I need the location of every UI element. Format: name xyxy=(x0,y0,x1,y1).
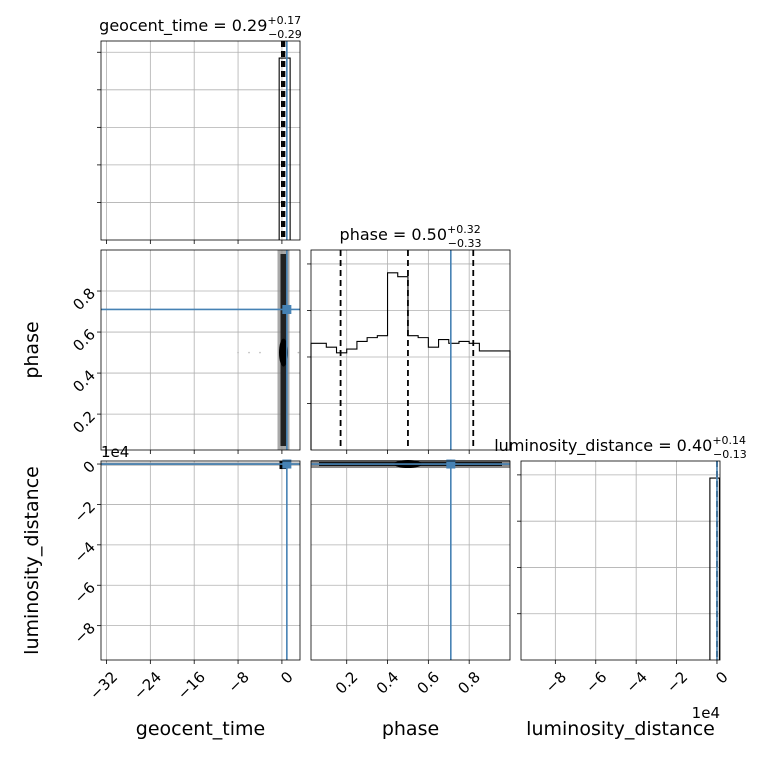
panel-frame xyxy=(100,460,301,661)
y-tick-label: −6 xyxy=(71,579,99,607)
panel-title-luminosity_distance: luminosity_distance = 0.40+0.14 −0.13 xyxy=(494,434,747,461)
y-axis-label-luminosity-distance: luminosity_distance xyxy=(21,466,43,655)
sample-point xyxy=(237,351,239,354)
histogram-step xyxy=(709,477,720,660)
y-tick-label: 0.4 xyxy=(69,366,99,396)
truth-marker xyxy=(446,459,456,469)
panel-title-text: geocent_time = 0.29+0.17 −0.29 xyxy=(99,14,302,41)
x-tick-label: 0.4 xyxy=(373,668,403,698)
x-tick-label: −4 xyxy=(623,668,651,696)
y-offset-label: 1e4 xyxy=(101,443,129,461)
y-tick-label: −8 xyxy=(71,619,99,647)
panel-phase-hist xyxy=(307,249,511,454)
x-axis-label-luminosity-distance: luminosity_distance xyxy=(526,718,715,740)
x-tick-label: −2 xyxy=(663,668,691,696)
histogram-step xyxy=(278,57,291,240)
panel-background xyxy=(101,41,300,240)
x-tick-label: −6 xyxy=(582,668,610,696)
panel-frame xyxy=(310,249,511,451)
x-tick-label: −8 xyxy=(224,668,252,696)
panel-frame xyxy=(310,460,511,661)
panel-title-text: luminosity_distance = 0.40+0.14 −0.13 xyxy=(494,434,747,461)
panel-title-phase: phase = 0.50+0.32 −0.33 xyxy=(340,223,482,250)
panel-geocent-time-phase: 0.2 0.4 0.6 0.8 xyxy=(69,249,301,454)
panel-frame xyxy=(100,249,301,451)
y-tick-label: 0.2 xyxy=(69,407,99,437)
sample-point xyxy=(297,351,300,354)
truth-marker xyxy=(282,304,292,314)
panel-background xyxy=(311,461,510,660)
y-tick-label: 0.8 xyxy=(69,284,99,314)
panel-geocent-time-hist xyxy=(97,40,301,244)
panel-background xyxy=(311,250,510,450)
panel-distance-hist: −8 −6 −4 −2 0 xyxy=(517,460,732,696)
x-axis-label-geocent-time: geocent_time xyxy=(136,718,265,740)
panel-background xyxy=(101,461,300,660)
x-tick-label: 0 xyxy=(712,668,731,687)
histogram-step xyxy=(310,272,511,450)
y-tick-label: −4 xyxy=(71,538,99,566)
x-offset-label: 1e4 xyxy=(692,704,720,722)
truth-marker xyxy=(282,459,292,469)
panel-background xyxy=(101,250,300,450)
panel-phase-distance: 0.2 0.4 0.6 0.8 xyxy=(310,459,511,698)
x-tick-label: 0.2 xyxy=(332,668,362,698)
x-tick-label: 0.6 xyxy=(414,668,444,698)
panel-background xyxy=(521,461,720,660)
x-tick-label: 0 xyxy=(277,668,296,687)
x-tick-label: −24 xyxy=(130,668,165,703)
panel-title-text: phase = 0.50+0.32 −0.33 xyxy=(340,223,482,250)
x-tick-label: −16 xyxy=(174,668,209,703)
y-tick-label: −2 xyxy=(71,498,99,526)
panel-frame xyxy=(520,460,721,661)
x-tick-label: 0.8 xyxy=(454,668,484,698)
sample-point xyxy=(248,351,250,354)
x-tick-label: −8 xyxy=(542,668,570,696)
x-tick-label: −32 xyxy=(86,668,121,703)
y-tick-label: 0 xyxy=(80,457,99,476)
y-tick-label: 0.6 xyxy=(69,325,99,355)
panel-geocent-time-distance: −32 −24 −16 −8 0 −8 −6 −4 −2 0 xyxy=(71,457,301,703)
panel-title-geocent_time: geocent_time = 0.29+0.17 −0.29 xyxy=(99,14,302,41)
x-axis-label-phase: phase xyxy=(382,718,439,740)
y-axis-label-phase: phase xyxy=(21,321,43,378)
sample-point xyxy=(259,351,261,354)
density-peak xyxy=(278,338,288,367)
panel-frame xyxy=(100,40,301,241)
